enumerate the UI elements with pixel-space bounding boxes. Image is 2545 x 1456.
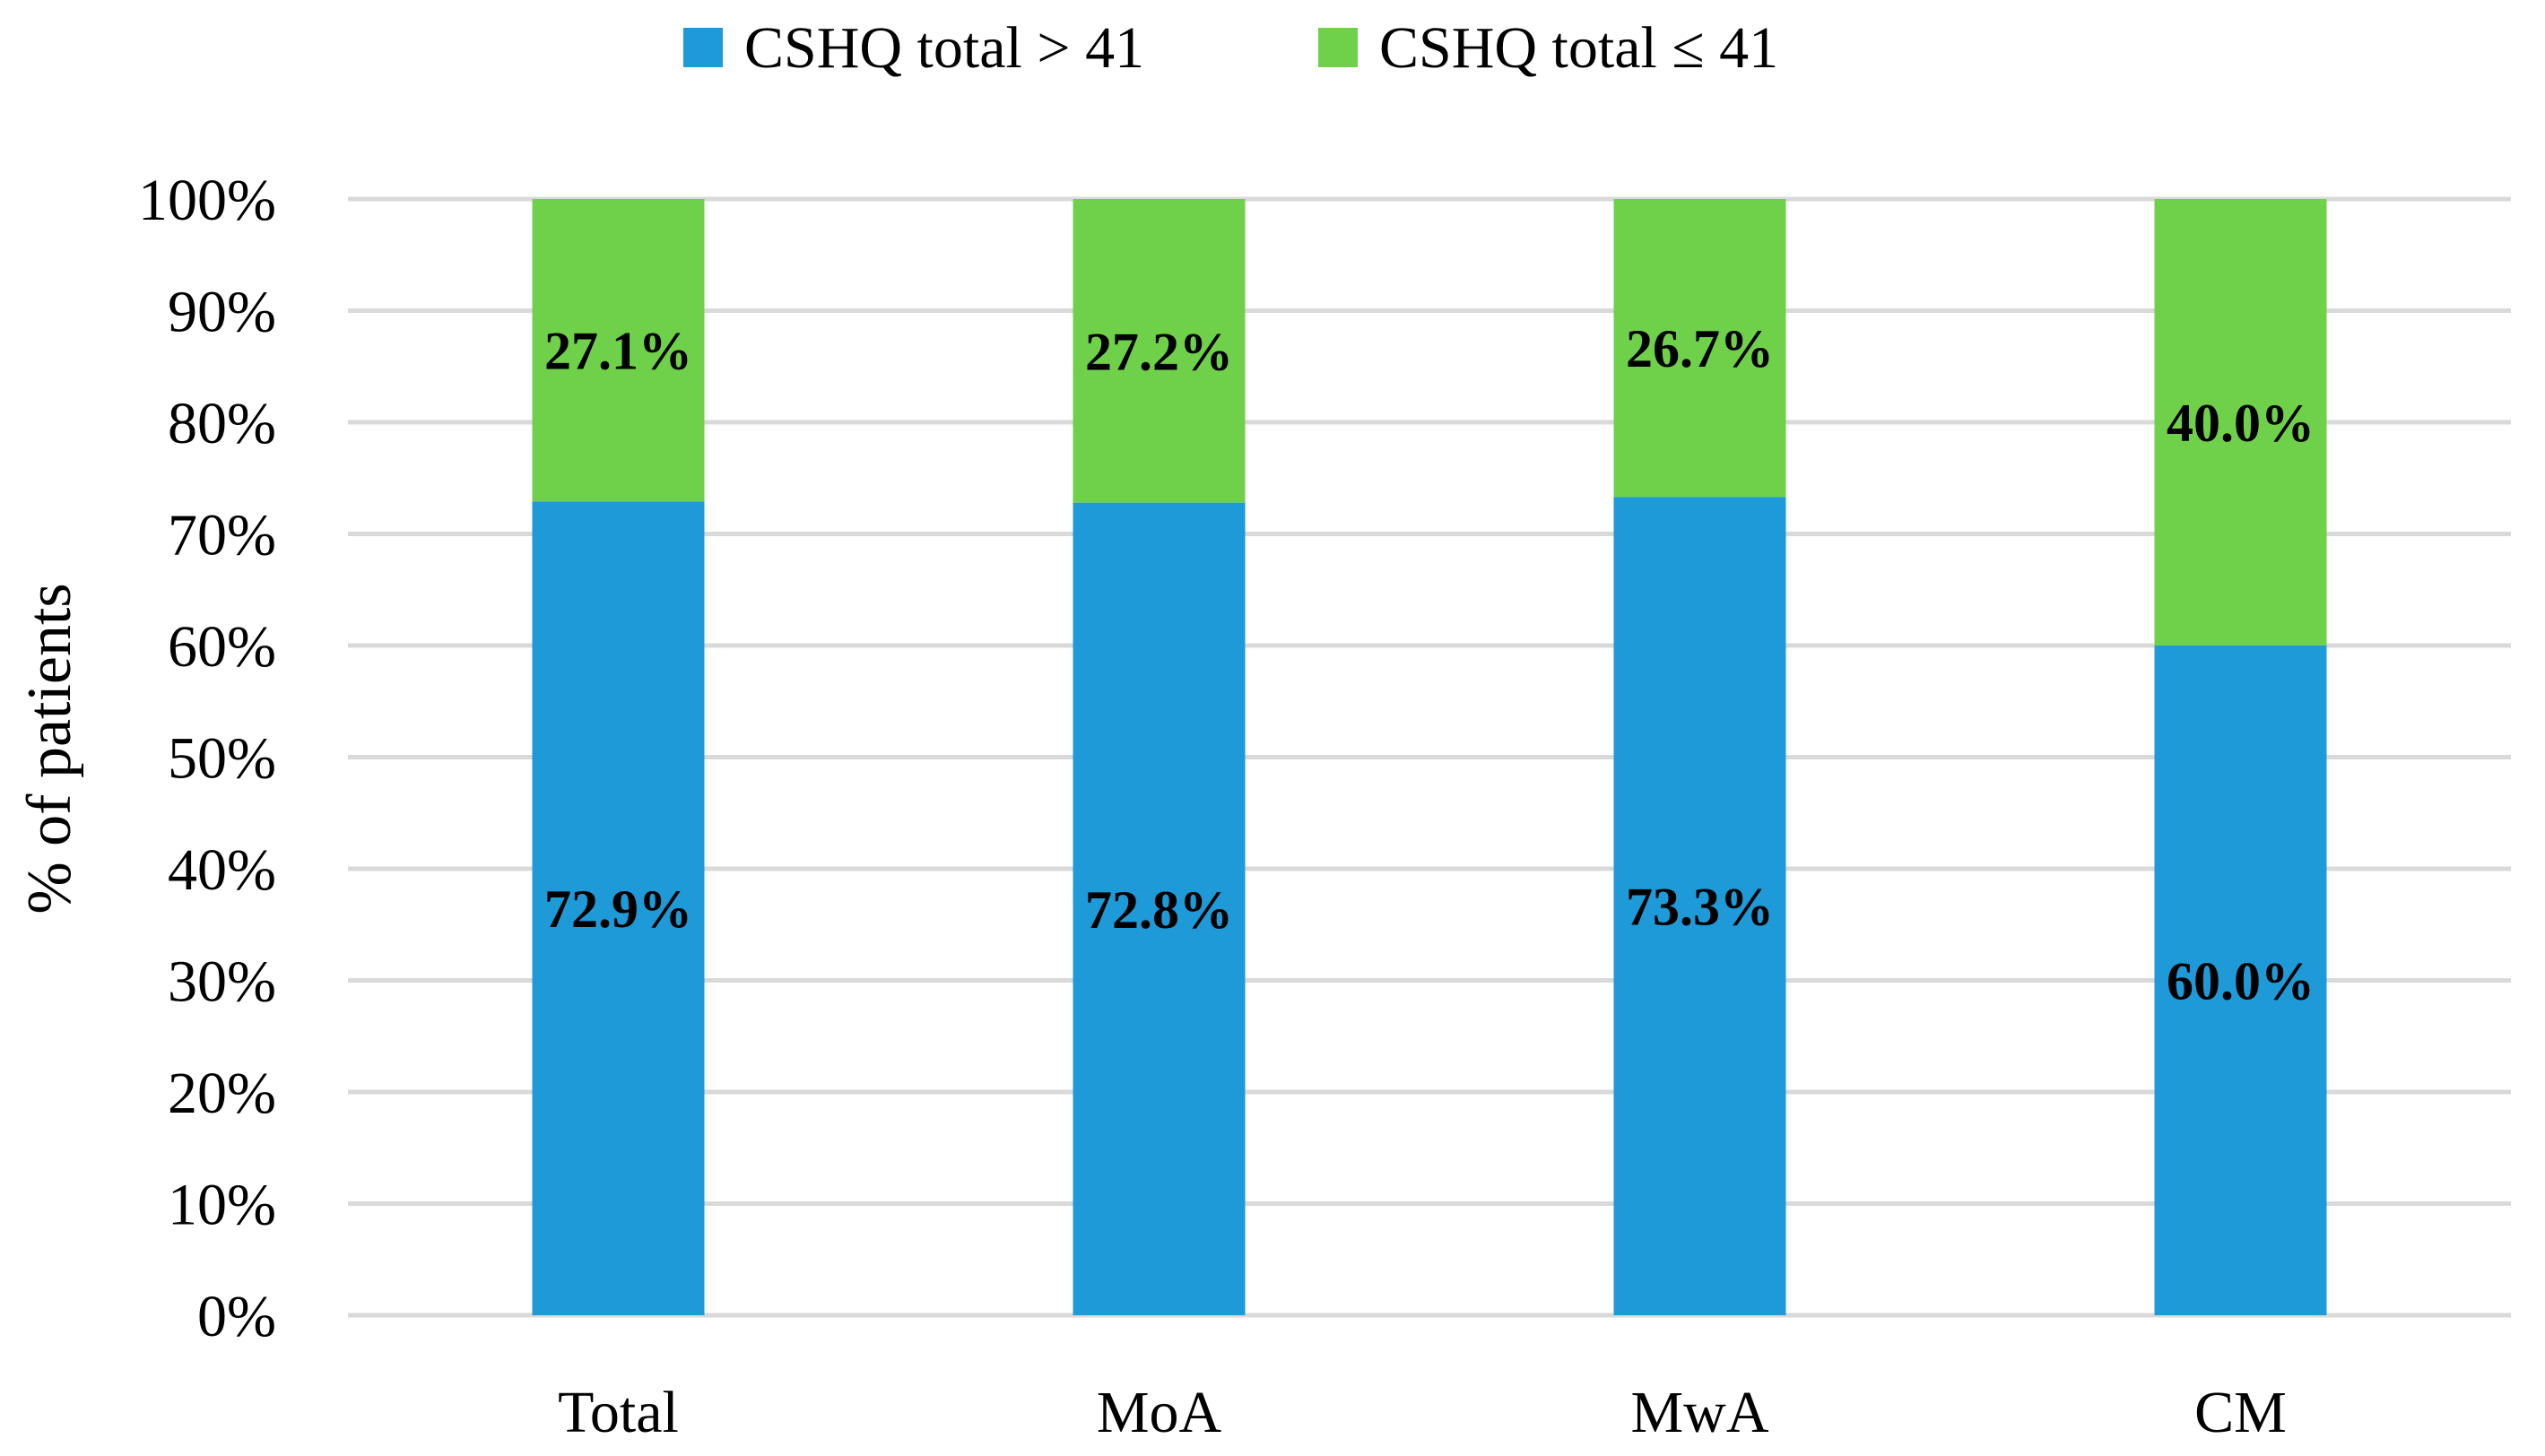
x-category-label: MwA [1630,1380,1768,1445]
legend-label: CSHQ total ≤ 41 [1379,15,1778,81]
bar-segment [1073,199,1246,503]
bar-segment [1073,502,1246,1315]
bar-segment [2154,646,2327,1315]
data-label: 27.2% [1085,322,1233,381]
data-label: 72.8% [1085,880,1233,940]
x-category-label: CM [2194,1380,2287,1445]
y-tick-label: 20% [168,1061,276,1126]
y-tick-label: 0% [197,1284,276,1349]
gridlines [348,196,2511,1318]
bar-segment [532,501,705,1315]
data-labels: 72.9% 27.1% 72.8% 27.2% 73.3% 26.7% 60.0% 40.0% [544,319,2315,1010]
bar-segment [2154,199,2327,646]
y-tick-label: 40% [168,837,276,903]
bar-segment [1613,497,1786,1315]
data-label: 73.3% [1626,878,1774,937]
x-category-label: MoA [1097,1380,1222,1445]
y-tick-label: 50% [168,726,276,792]
legend: CSHQ total > 41 CSHQ total ≤ 41 [683,15,1778,81]
data-label: 26.7% [1626,319,1774,378]
data-label: 60.0% [2167,952,2315,1011]
x-category-label: Total [558,1380,679,1445]
y-tick-label: 10% [168,1173,276,1238]
bar-segment [1613,199,1786,498]
y-tick-label: 70% [168,503,276,568]
y-tick-label: 30% [168,949,276,1015]
bars [532,199,2327,1315]
x-axis-categories: Total MoA MwA CM [558,1380,2287,1445]
y-tick-label: 60% [168,614,276,680]
legend-label: CSHQ total > 41 [744,15,1144,81]
y-axis-title: % of patients [15,583,84,914]
y-tick-label: 80% [168,391,276,456]
y-tick-label: 90% [168,280,276,345]
y-tick-label: 100% [138,168,276,233]
data-label: 27.1% [544,322,692,381]
legend-swatch [683,28,723,67]
bar-segment [532,199,705,502]
data-label: 40.0% [2167,394,2315,453]
data-label: 72.9% [544,880,692,939]
y-axis-ticks: 0% 10% 20% 30% 40% 50% 60% 70% 80% 90% 100% [138,168,276,1349]
legend-swatch [1318,28,1358,67]
